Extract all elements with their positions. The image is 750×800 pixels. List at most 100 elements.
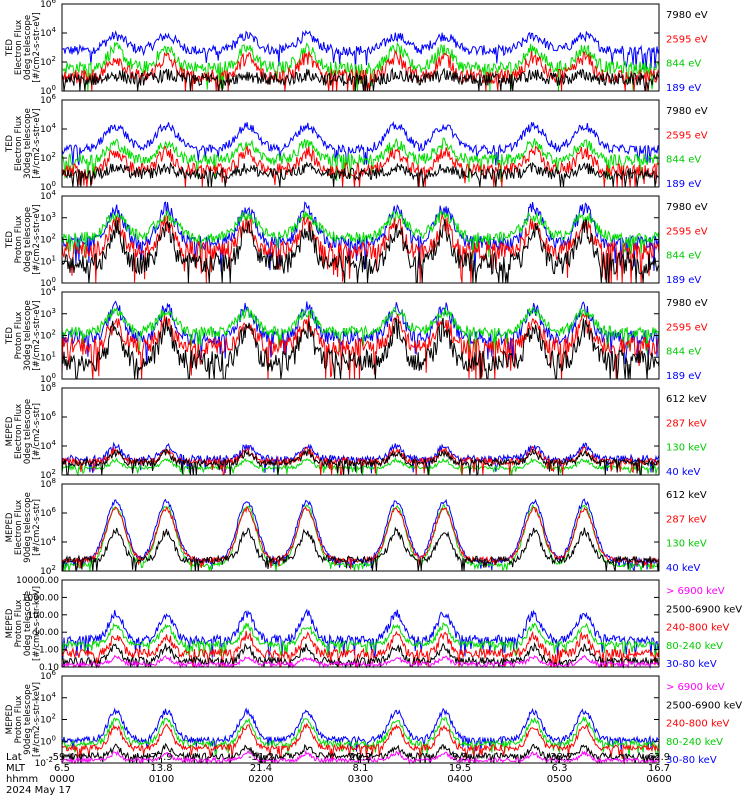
panel-frame — [61, 3, 660, 92]
legend-entry: 2595 eV — [666, 226, 708, 237]
y-tick-label: 106 — [40, 410, 56, 423]
x-tick-mlt: 6.5 — [54, 763, 70, 774]
y-axis-label-line: Proton Flux — [14, 600, 24, 648]
y-tick-label: 108 — [40, 381, 56, 394]
y-tick-label: 102 — [40, 713, 56, 726]
y-tick-label: 104 — [40, 122, 56, 135]
y-axis-label-line: [#/cm2-s-str-eV] — [32, 204, 42, 274]
series-line-1 — [61, 316, 660, 380]
legend-entry: 2595 eV — [666, 130, 708, 141]
y-axis-label-line: 0deg telescope — [23, 591, 33, 656]
legend-entry: 7980 eV — [666, 298, 708, 309]
y-tick-label: 102 — [40, 151, 56, 164]
legend-entry: > 6900 keV — [666, 682, 725, 693]
legend-entry: 612 keV — [666, 394, 707, 405]
series-line-4 — [61, 715, 660, 757]
panel-7: 0.10 1.00 10.00 100.00 1000.00 10000.00 MEPED P… — [5, 576, 742, 673]
legend-entry: 240-800 keV — [666, 623, 730, 634]
y-axis-label-line: TED — [5, 134, 15, 153]
time-row-label-lat: Lat — [6, 752, 22, 763]
x-tick-mlt: 6.3 — [552, 763, 568, 774]
y-axis-label-line: MEPED — [5, 608, 15, 638]
x-tick-lat: 20.2 — [349, 752, 371, 763]
series-line-3 — [61, 306, 660, 354]
x-tick-mlt: 8.1 — [353, 763, 369, 774]
y-axis-label-line: Electron Flux — [14, 500, 24, 555]
y-tick-label: 104 — [40, 439, 56, 452]
series-line-3 — [62, 41, 660, 92]
y-axis-label-line: [#/cm2-s-str-eV] — [32, 300, 42, 370]
legend-entry: 30-80 keV — [666, 755, 717, 766]
y-axis-label-line: Proton Flux — [14, 696, 24, 744]
legend-entry: 189 eV — [666, 275, 701, 286]
x-tick-mlt: 16.7 — [648, 763, 670, 774]
panel-6: 102 104 106 108 MEPED Electron Flux 90deg tele… — [5, 477, 707, 577]
legend-entry: 7980 eV — [666, 106, 708, 117]
legend-entry: 40 keV — [666, 467, 700, 478]
x-tick-hhmm: 0400 — [447, 774, 472, 785]
panel-4: 100 101 102 103 104 TED Proton Flux 30deg teles… — [5, 285, 708, 385]
panel-1: 100 102 104 106 TED Electron Flux 0deg telesco… — [5, 0, 708, 97]
y-tick-label: 104 — [40, 691, 56, 704]
y-axis-label-line: Electron Flux — [14, 116, 24, 171]
y-tick-label: 101 — [40, 350, 56, 363]
x-tick-hhmm: 0500 — [547, 774, 572, 785]
y-tick-label: 100 — [40, 276, 56, 289]
x-tick-lat: 62.9 — [648, 752, 670, 763]
series-line-4 — [61, 498, 660, 572]
y-tick-label: 106 — [40, 0, 56, 10]
y-axis-label-line: 30deg telescope — [23, 300, 33, 371]
legend-entry: 844 eV — [666, 155, 701, 166]
y-axis-label-line: Electron Flux — [14, 20, 24, 75]
date-label: 2024 May 17 — [6, 785, 71, 796]
panel-frame — [61, 387, 660, 476]
y-axis-label-line: TED — [5, 230, 15, 249]
y-tick-label: 100 — [40, 180, 56, 193]
legend-entry: 189 eV — [666, 83, 701, 94]
legend-entry: 80-240 keV — [666, 737, 723, 748]
time-row-label-mlt: MLT — [6, 763, 26, 774]
y-tick-label: 1000.00 — [22, 593, 59, 603]
x-tick-hhmm: 0200 — [248, 774, 273, 785]
series-line-4 — [61, 622, 660, 657]
y-tick-label: 100 — [40, 372, 56, 385]
y-axis-label-line: [#/cm2-s-str] — [32, 403, 42, 460]
legend-entry: 189 eV — [666, 371, 701, 382]
y-axis-label-line: Proton Flux — [14, 312, 24, 360]
y-axis-label-line: Electron Flux — [14, 404, 24, 459]
series-line-2 — [61, 313, 660, 380]
legend-entry: 189 eV — [666, 179, 701, 190]
y-tick-label: 100 — [40, 84, 56, 97]
y-axis-label-line: Proton Flux — [14, 216, 24, 264]
y-axis-label-line: 30deg telescope — [23, 108, 33, 179]
y-tick-label: 10.00 — [33, 628, 59, 638]
y-tick-label: 10-2 — [35, 756, 53, 769]
legend-entry: 844 eV — [666, 251, 701, 262]
legend-entry: 2500-6900 keV — [666, 700, 742, 711]
y-axis-label-line: 90deg telescope — [23, 492, 33, 563]
x-tick-mlt: 19.5 — [449, 763, 471, 774]
x-tick-hhmm: 0000 — [49, 774, 74, 785]
y-tick-label: 102 — [40, 468, 56, 481]
y-tick-label: 103 — [40, 211, 56, 224]
y-tick-label: 102 — [40, 233, 56, 246]
y-tick-label: 106 — [40, 93, 56, 106]
panel-8: 10-2 100 102 104 106 MEPED Proton Flux 90deg te… — [5, 669, 742, 769]
x-tick-hhmm: 0300 — [348, 774, 373, 785]
y-axis-label-line: 0deg telescope — [23, 399, 33, 464]
y-axis-label-line: TED — [5, 326, 15, 345]
legend-entry: 80-240 keV — [666, 641, 723, 652]
x-tick-lat: -51.2 — [248, 752, 274, 763]
y-tick-label: 0.10 — [39, 663, 59, 673]
y-tick-label: 104 — [40, 535, 56, 548]
y-tick-label: 10000.00 — [16, 576, 59, 586]
series-line-1 — [61, 526, 660, 572]
x-tick-lat: 77.9 — [150, 752, 172, 763]
panel-3: 100 101 102 103 104 TED Proton Flux 0deg telesc… — [5, 189, 708, 289]
y-tick-label: 100.00 — [28, 611, 60, 621]
y-tick-label: 103 — [40, 307, 56, 320]
legend-entry: 287 keV — [666, 418, 707, 429]
